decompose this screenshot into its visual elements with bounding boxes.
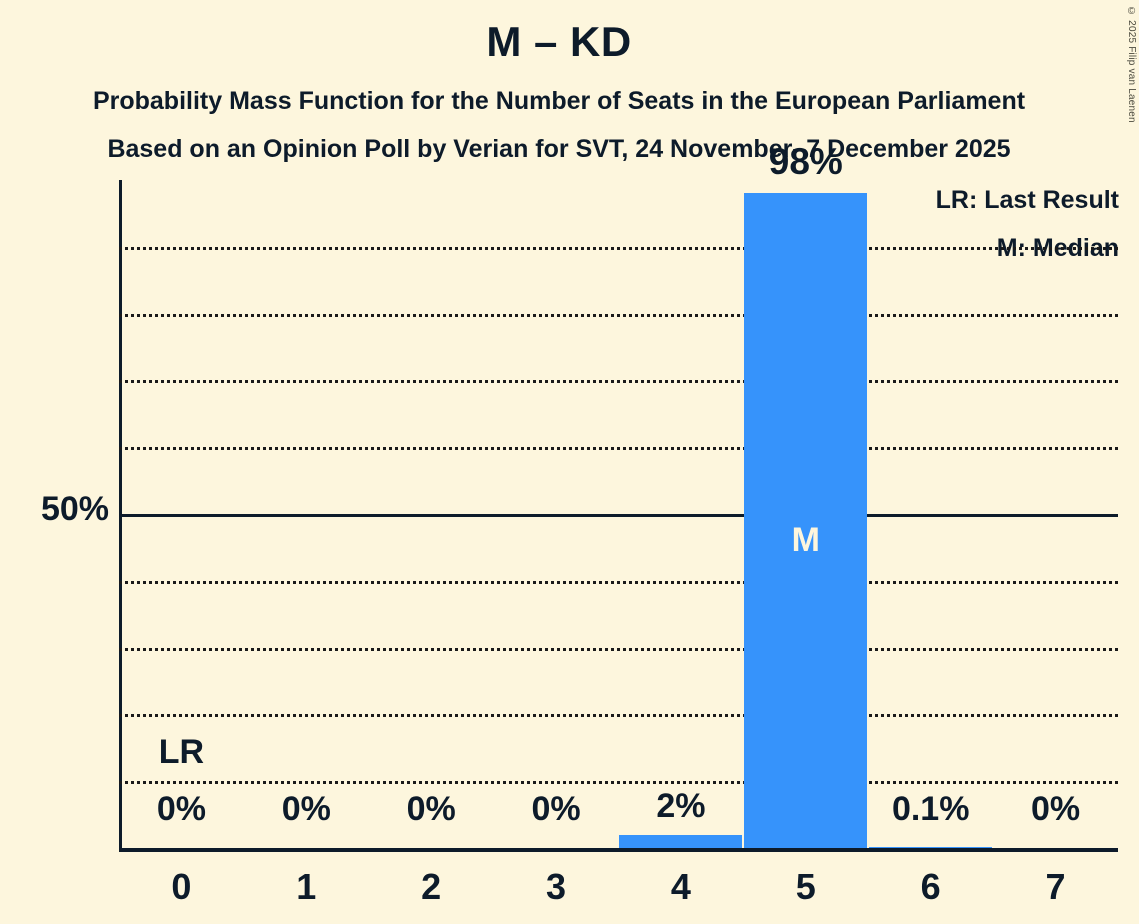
gridline-90 [119,246,1118,250]
bar-value-label-0: 0% [156,790,207,828]
legend-last-result: LR: Last Result [935,186,1119,214]
bar-value-label-6: 0.1% [891,790,970,828]
gridline-60 [119,447,1118,451]
bar-seat-6 [869,847,993,848]
copyright-notice: © 2025 Filip van Laenen [1126,6,1137,123]
bar-value-label-7: 0% [1030,790,1081,828]
gridline-10 [119,781,1118,785]
gridline-30 [119,647,1118,651]
x-tick-label-2: 2 [421,866,442,907]
page-title: M – KD [486,18,632,65]
gridline-40 [119,580,1118,584]
x-axis-line [119,848,1118,852]
bar-value-label-5: 98% [768,141,843,183]
gridline-20 [119,714,1118,718]
x-tick-label-7: 7 [1045,866,1066,907]
chart-subtitle-secondary: Based on an Opinion Poll by Verian for S… [107,135,1011,163]
bar-seat-4 [619,834,743,848]
gridline-70 [119,380,1118,384]
bar-value-label-4: 2% [656,786,706,825]
plot-area: 0% 0% 0% 0% 2% 98% 0.1% 0% LR M [119,141,1118,848]
x-tick-label-4: 4 [670,866,691,907]
x-tick-label-1: 1 [296,866,317,907]
x-tick-label-0: 0 [171,866,192,907]
bar-value-label-2: 0% [406,790,456,828]
median-marker: M [791,521,820,559]
x-tick-label-5: 5 [795,866,816,907]
gridline-80 [119,313,1118,317]
x-tick-label-6: 6 [920,866,941,907]
x-tick-label-3: 3 [546,866,567,907]
y-axis-tick-label-50: 50% [40,490,109,528]
last-result-marker: LR [158,733,205,771]
bar-value-label-3: 0% [531,790,581,828]
gridline-50 [119,514,1118,517]
bar-value-label-1: 0% [281,790,331,828]
chart-subtitle-primary: Probability Mass Function for the Number… [92,87,1026,115]
bar-seat-5 [744,193,868,848]
